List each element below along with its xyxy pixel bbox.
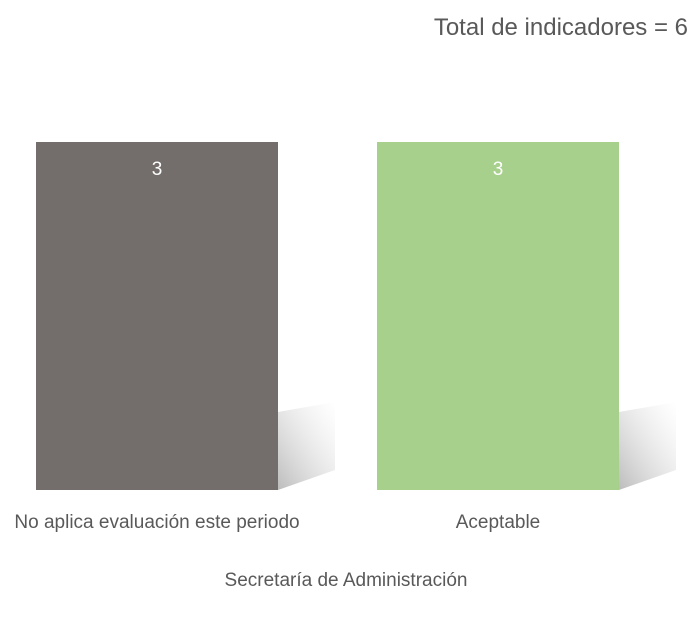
bar xyxy=(377,142,619,490)
bar-shadow xyxy=(619,402,676,490)
bar xyxy=(36,142,278,490)
chart-title: Total de indicadores = 6 xyxy=(433,14,688,41)
bar-shadow xyxy=(278,402,335,490)
x-tick-label: Aceptable xyxy=(455,512,541,533)
data-label: 3 xyxy=(152,159,163,180)
data-label: 3 xyxy=(493,159,504,180)
x-tick-label: No aplica evaluación este periodo xyxy=(14,512,300,533)
x-axis-label: Secretaría de Administración xyxy=(224,570,468,591)
